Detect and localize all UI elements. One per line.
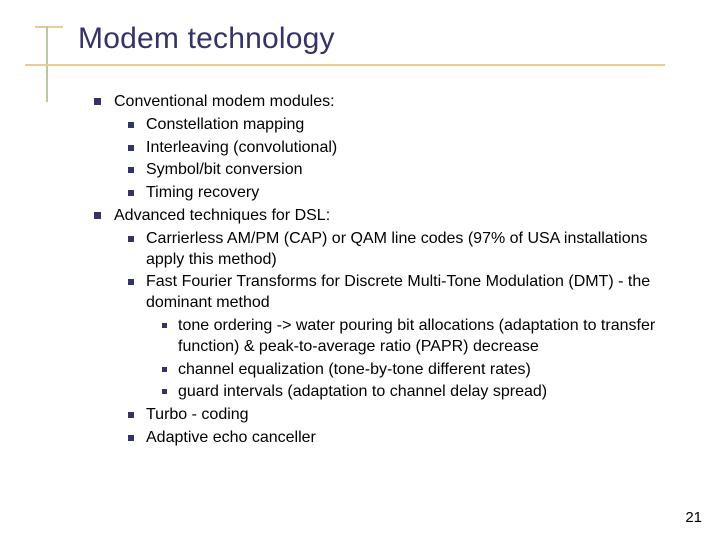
square-bullet-icon: [162, 323, 167, 328]
square-bullet-icon: [128, 122, 134, 128]
bullet-item: Carrierless AM/PM (CAP) or QAM line code…: [92, 229, 682, 271]
square-bullet-icon: [128, 145, 134, 151]
bullet-item: Turbo - coding: [92, 405, 682, 426]
bullet-text: tone ordering -> water pouring bit alloc…: [178, 317, 655, 355]
bullet-item: Adaptive echo canceller: [92, 428, 682, 449]
page-number: 21: [685, 509, 702, 526]
bullet-text: Fast Fourier Transforms for Discrete Mul…: [146, 273, 650, 311]
bullet-item: channel equalization (tone-by-tone diffe…: [92, 360, 682, 381]
title-wrap: Modem technology: [78, 22, 335, 56]
bullet-item: Interleaving (convolutional): [92, 138, 682, 159]
bullet-item: Timing recovery: [92, 183, 682, 204]
square-bullet-icon: [128, 236, 134, 242]
bullet-text: Advanced techniques for DSL:: [114, 207, 330, 224]
bullet-item: Constellation mapping: [92, 115, 682, 136]
bullet-text: Conventional modem modules:: [114, 93, 335, 110]
bullet-item: Symbol/bit conversion: [92, 160, 682, 181]
square-bullet-icon: [162, 367, 167, 372]
bullet-item: tone ordering -> water pouring bit alloc…: [92, 316, 682, 358]
square-bullet-icon: [94, 98, 101, 105]
bullet-item: Fast Fourier Transforms for Discrete Mul…: [92, 272, 682, 314]
slide-body: Conventional modem modules: Constellation…: [92, 92, 682, 451]
square-bullet-icon: [128, 190, 134, 196]
square-bullet-icon: [162, 389, 167, 394]
decor-topcap: [35, 26, 63, 28]
bullet-text: channel equalization (tone-by-tone diffe…: [178, 361, 531, 378]
bullet-text: Adaptive echo canceller: [146, 429, 316, 446]
square-bullet-icon: [128, 167, 134, 173]
bullet-item: Conventional modem modules:: [92, 92, 682, 113]
square-bullet-icon: [128, 279, 134, 285]
bullet-text: Turbo - coding: [146, 406, 249, 423]
bullet-text: Constellation mapping: [146, 116, 304, 133]
bullet-text: Symbol/bit conversion: [146, 161, 303, 178]
bullet-text: guard intervals (adaptation to channel d…: [178, 383, 547, 400]
bullet-text: Carrierless AM/PM (CAP) or QAM line code…: [146, 230, 648, 268]
bullet-text: Interleaving (convolutional): [146, 139, 337, 156]
square-bullet-icon: [128, 435, 134, 441]
square-bullet-icon: [94, 212, 101, 219]
bullet-item: guard intervals (adaptation to channel d…: [92, 382, 682, 403]
bullet-item: Advanced techniques for DSL:: [92, 206, 682, 227]
slide: Modem technology Conventional modem modu…: [0, 0, 720, 540]
slide-title: Modem technology: [78, 22, 335, 56]
decor-underline: [25, 64, 665, 66]
square-bullet-icon: [128, 412, 134, 418]
bullet-text: Timing recovery: [146, 184, 259, 201]
